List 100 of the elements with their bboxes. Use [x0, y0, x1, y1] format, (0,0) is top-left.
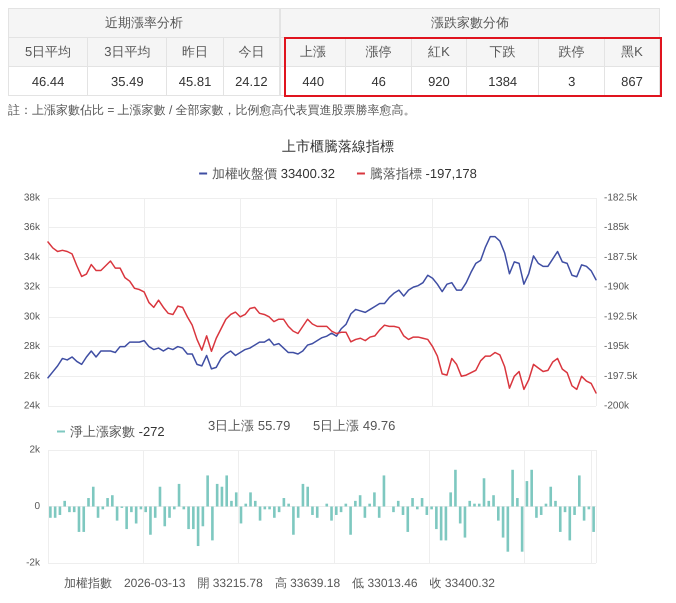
bar — [368, 504, 371, 506]
bar — [502, 506, 504, 538]
bar — [72, 506, 76, 512]
y-tick-label: 2k — [29, 444, 41, 456]
bar — [234, 492, 238, 506]
y-tick-label: -2k — [26, 558, 41, 568]
bar — [373, 492, 376, 506]
bar — [287, 504, 290, 506]
bar — [482, 478, 486, 506]
bar — [82, 506, 86, 532]
y-tick-label: 30k — [24, 311, 41, 322]
bar — [111, 495, 114, 506]
data-label: 440 — [280, 66, 346, 96]
category-label: 今日 — [223, 38, 280, 66]
bar — [487, 500, 490, 506]
y-tick-label: 0 — [34, 501, 40, 512]
bar — [278, 506, 280, 512]
data-label: 920 — [411, 66, 466, 96]
bar — [220, 486, 224, 506]
bar — [473, 504, 476, 506]
bar — [54, 506, 56, 518]
category-label: 黑K — [604, 38, 660, 66]
chart-title: 上市櫃騰落線指標 — [282, 138, 394, 154]
text: 註：上漲家數佔比 = 上漲家數 / 全部家數，比例愈高代表買進股票勝率愈高。 — [8, 102, 416, 119]
bar — [435, 506, 438, 530]
bar — [101, 506, 104, 510]
bar — [154, 506, 157, 518]
bar — [573, 506, 576, 515]
bar — [358, 495, 362, 506]
bar — [211, 506, 214, 540]
category-label: 5日平均 — [8, 38, 88, 66]
bar — [378, 506, 380, 518]
text: -272 — [138, 424, 165, 439]
bar — [49, 506, 52, 518]
bar — [87, 498, 90, 506]
bar — [134, 506, 138, 524]
bar — [449, 492, 452, 506]
y-tick-label: 38k — [24, 192, 41, 204]
bar — [168, 506, 171, 518]
data-label: 3 — [538, 66, 604, 96]
bar — [540, 506, 543, 515]
bar — [92, 486, 95, 506]
bar — [172, 506, 176, 510]
bar — [196, 506, 200, 546]
bar — [334, 506, 338, 515]
y2-tick-label: -185k — [604, 222, 630, 234]
bar — [544, 504, 548, 506]
bar — [464, 506, 466, 538]
bar — [440, 506, 442, 540]
category-label: 下跌 — [466, 38, 539, 66]
bar — [258, 506, 262, 521]
bar — [330, 506, 333, 521]
bar — [420, 498, 424, 506]
bar — [382, 475, 386, 506]
data-label: 45.81 — [166, 66, 224, 96]
y-tick-label: 24k — [24, 400, 41, 412]
bar — [411, 498, 414, 506]
bar — [454, 470, 457, 506]
bar — [225, 475, 228, 506]
bar — [344, 504, 348, 506]
bar — [268, 506, 271, 510]
y-tick-label: 34k — [24, 252, 41, 263]
bar — [426, 506, 428, 515]
data-label: 35.49 — [88, 66, 167, 96]
bar — [516, 498, 519, 506]
bar — [558, 506, 562, 532]
text: 5日上漲 49.76 — [313, 418, 396, 433]
bar — [302, 484, 304, 506]
category-label: 紅K — [411, 38, 466, 66]
y2-tick-label: -200k — [604, 400, 630, 412]
y-tick-label: 32k — [24, 282, 41, 293]
data-label: 867 — [604, 66, 660, 96]
data-label: 24.12 — [223, 66, 280, 96]
category-label: 昨日 — [166, 38, 224, 66]
y-tick-label: 26k — [24, 370, 41, 382]
bar — [316, 506, 319, 518]
bar — [578, 475, 581, 506]
bar — [364, 506, 366, 518]
bar — [68, 506, 71, 512]
category-label: 3日平均 — [88, 38, 167, 66]
bar — [354, 500, 357, 506]
bar — [254, 500, 257, 506]
bar — [125, 506, 128, 530]
bar — [96, 506, 100, 518]
y2-tick-label: -195k — [604, 341, 630, 352]
text: 3日上漲 55.79 — [208, 418, 290, 433]
bar — [292, 506, 295, 535]
bar — [416, 506, 419, 510]
bar — [444, 506, 448, 540]
bar — [296, 506, 300, 518]
bar — [530, 470, 533, 506]
legend-label: 淨上漲家數 — [70, 424, 139, 439]
bar — [130, 506, 133, 512]
bar — [182, 506, 186, 510]
bar — [478, 504, 481, 506]
bar — [497, 506, 500, 521]
bar — [582, 506, 586, 521]
bar — [554, 500, 557, 506]
category-label: 跌停 — [538, 38, 604, 66]
bar — [349, 506, 352, 535]
